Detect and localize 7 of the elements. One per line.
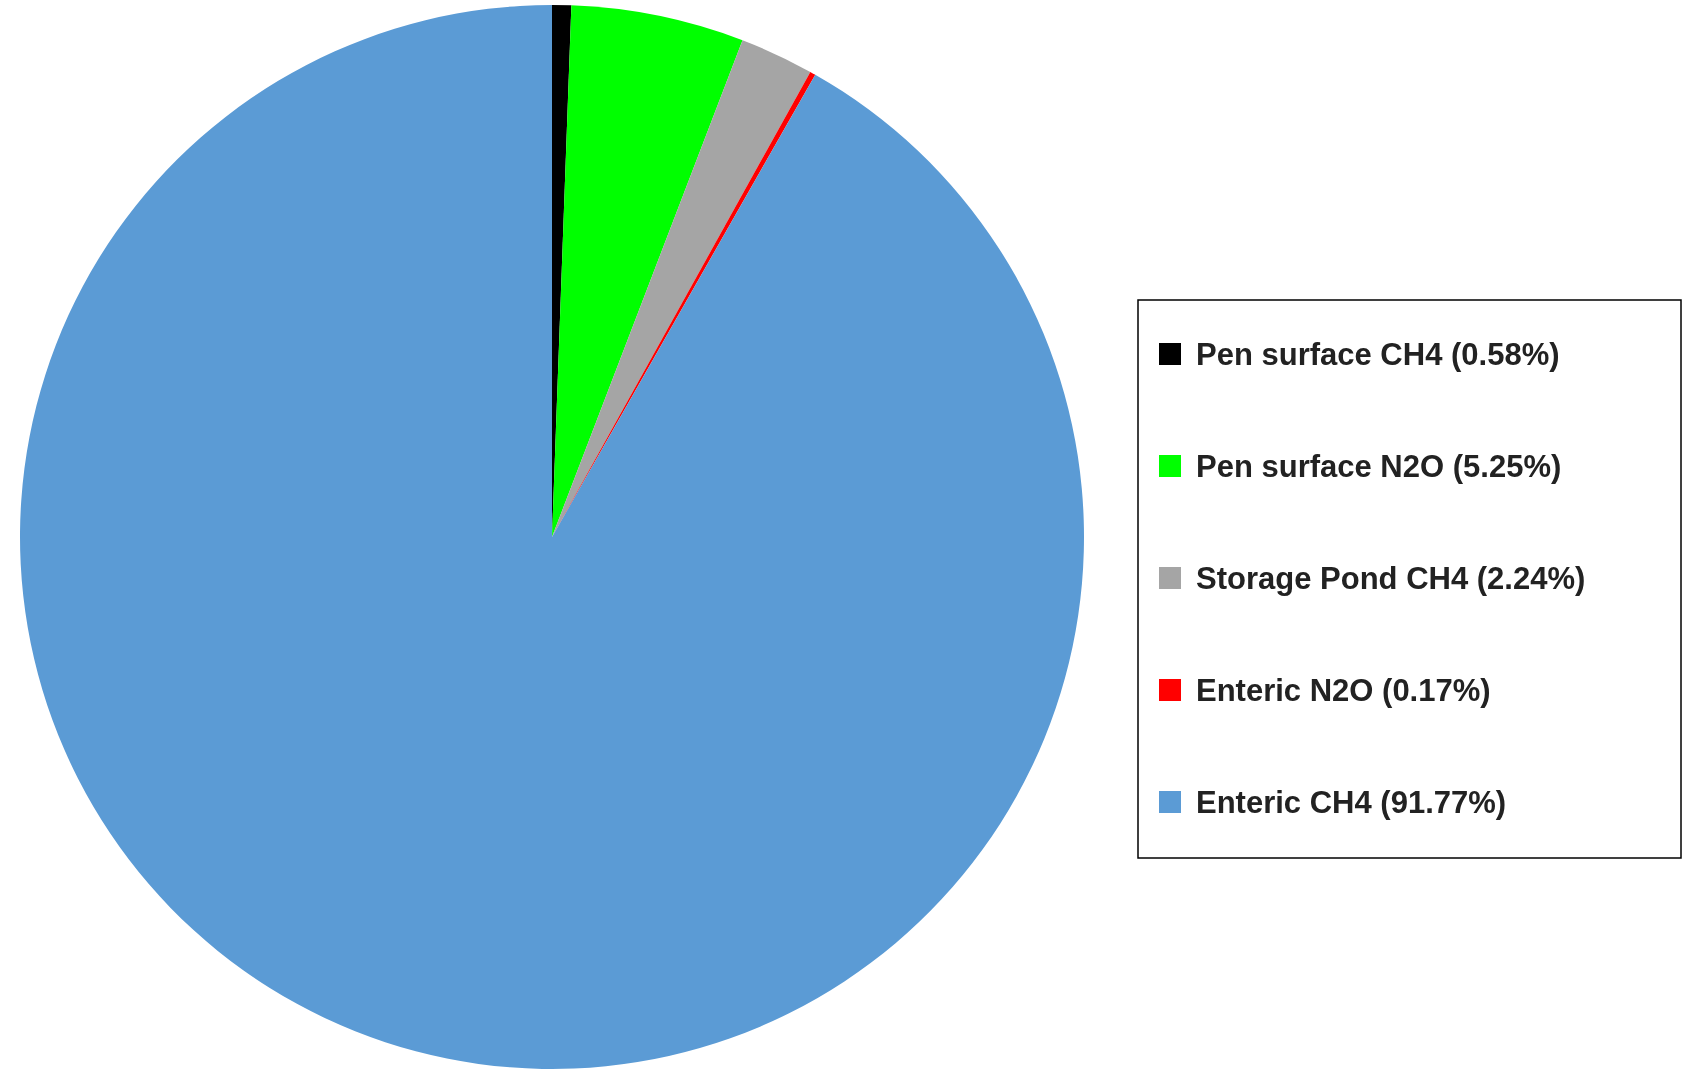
- pie-slice: [20, 5, 1084, 1068]
- legend-label: Enteric N2O (0.17%): [1196, 672, 1491, 708]
- legend-label: Pen surface CH4 (0.58%): [1196, 336, 1560, 372]
- legend-label: Pen surface N2O (5.25%): [1196, 448, 1562, 484]
- legend-label: Enteric CH4 (91.77%): [1196, 784, 1507, 820]
- pie-slice: [552, 5, 743, 537]
- legend-label: Storage Pond CH4 (2.24%): [1196, 560, 1586, 596]
